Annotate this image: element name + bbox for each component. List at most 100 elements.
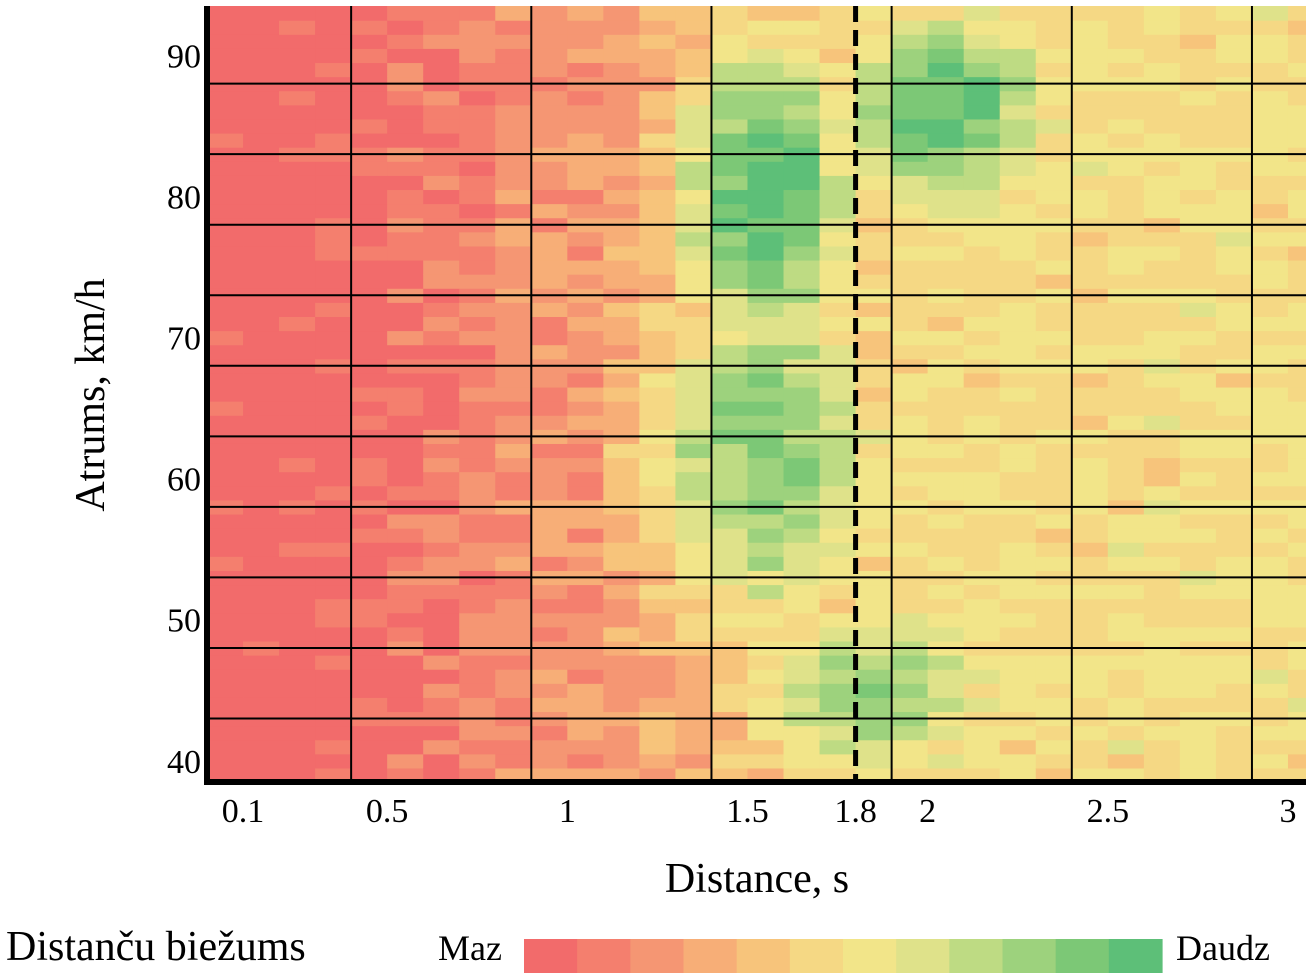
heatmap-cell (1035, 612, 1073, 628)
heatmap-cell (855, 34, 893, 49)
heatmap-cell (891, 48, 929, 64)
heatmap-cell (639, 725, 677, 741)
heatmap-cell (639, 104, 677, 120)
heatmap-cell (315, 443, 352, 459)
heatmap-cell (1035, 274, 1073, 289)
heatmap-cell (243, 20, 280, 35)
heatmap-cell (531, 175, 568, 191)
heatmap-cell (495, 175, 532, 191)
heatmap-cell (927, 20, 965, 35)
heatmap-cell (1215, 485, 1253, 501)
heatmap-cell (603, 344, 640, 360)
heatmap-cell (1215, 584, 1253, 600)
heatmap-cell (675, 386, 713, 402)
heatmap-cell (783, 34, 821, 49)
heatmap-cell (1035, 90, 1073, 106)
heatmap-cell (747, 612, 785, 628)
heatmap-cell (1215, 767, 1253, 783)
heatmap-cell (1179, 767, 1217, 783)
heatmap-cell (423, 259, 460, 275)
heatmap-cell (243, 471, 280, 487)
heatmap-cell (1143, 6, 1181, 21)
heatmap-cell (351, 386, 388, 402)
heatmap-cell (855, 612, 893, 628)
heatmap-cell (1251, 655, 1289, 670)
heatmap-cell (387, 90, 424, 106)
heatmap-cell (747, 48, 785, 64)
heatmap-cell (1071, 513, 1109, 529)
heatmap-cell (1143, 485, 1181, 501)
heatmap-cell (315, 20, 352, 35)
heatmap-cell (1215, 203, 1253, 219)
heatmap-cell (855, 104, 893, 120)
heatmap-cell (279, 20, 316, 35)
heatmap-cell (1107, 189, 1145, 205)
heatmap-cell (315, 132, 352, 148)
heatmap-cell (1179, 189, 1217, 205)
legend-title: Distanču biežums (6, 924, 306, 970)
heatmap-cell (243, 316, 280, 332)
heatmap-cell (1071, 697, 1109, 713)
heatmap-cell (531, 330, 568, 346)
heatmap-cell (567, 118, 604, 134)
heatmap-cell (999, 386, 1037, 402)
heatmap-cell (639, 655, 677, 670)
heatmap-cell (531, 6, 568, 21)
heatmap-cell (243, 753, 280, 769)
heatmap-cell (1251, 245, 1289, 261)
heatmap-cell (387, 344, 424, 360)
heatmap-cell (207, 302, 244, 317)
heatmap-cell (495, 443, 532, 459)
heatmap-cell (675, 20, 713, 35)
heatmap-cell (1179, 203, 1217, 219)
heatmap-cell (1107, 104, 1145, 120)
heatmap-cell (963, 132, 1001, 148)
heatmap-cell (531, 655, 568, 670)
heatmap-cell (855, 231, 893, 247)
heatmap-cell (387, 203, 424, 219)
heatmap-cell (423, 20, 460, 35)
heatmap-cell (495, 753, 532, 769)
heatmap-cell (315, 316, 352, 332)
heatmap-cell (495, 386, 532, 402)
heatmap-cell (495, 542, 532, 557)
heatmap-cell (1251, 697, 1289, 713)
heatmap-cell (567, 471, 604, 487)
heatmap-cell (207, 20, 244, 35)
heatmap-cell (243, 626, 280, 642)
heatmap-cell (279, 655, 316, 670)
heatmap-cell (963, 753, 1001, 769)
heatmap-cell (603, 175, 640, 191)
heatmap-cell (459, 189, 496, 205)
heatmap-cell (1143, 62, 1181, 78)
heatmap-cell (1287, 259, 1306, 275)
heatmap-cell (639, 62, 677, 78)
heatmap-cell (819, 48, 857, 64)
heatmap-cell (603, 90, 640, 106)
heatmap-cell (855, 485, 893, 501)
heatmap-cell (747, 386, 785, 402)
heatmap-cell (279, 245, 316, 261)
heatmap-cell (1215, 330, 1253, 346)
heatmap-cell (351, 6, 388, 21)
heatmap-cell (459, 302, 496, 317)
heatmap-cell (855, 6, 893, 21)
heatmap-cell (819, 401, 857, 416)
heatmap-cell (1071, 62, 1109, 78)
legend-swatch (1002, 939, 1057, 973)
heatmap-cell (819, 34, 857, 49)
heatmap-cell (315, 457, 352, 473)
heatmap-cell (783, 316, 821, 332)
legend-swatch (683, 939, 738, 973)
heatmap-cell (783, 302, 821, 317)
heatmap-cell (531, 669, 568, 684)
heatmap-cell (1251, 584, 1289, 600)
heatmap-cell (675, 401, 713, 416)
heatmap-cell (1143, 316, 1181, 332)
heatmap-cell (675, 132, 713, 148)
heatmap-cell (207, 132, 244, 148)
heatmap-cell (459, 274, 496, 289)
heatmap-cell (999, 471, 1037, 487)
heatmap-cell (279, 259, 316, 275)
heatmap-cell (963, 471, 1001, 487)
